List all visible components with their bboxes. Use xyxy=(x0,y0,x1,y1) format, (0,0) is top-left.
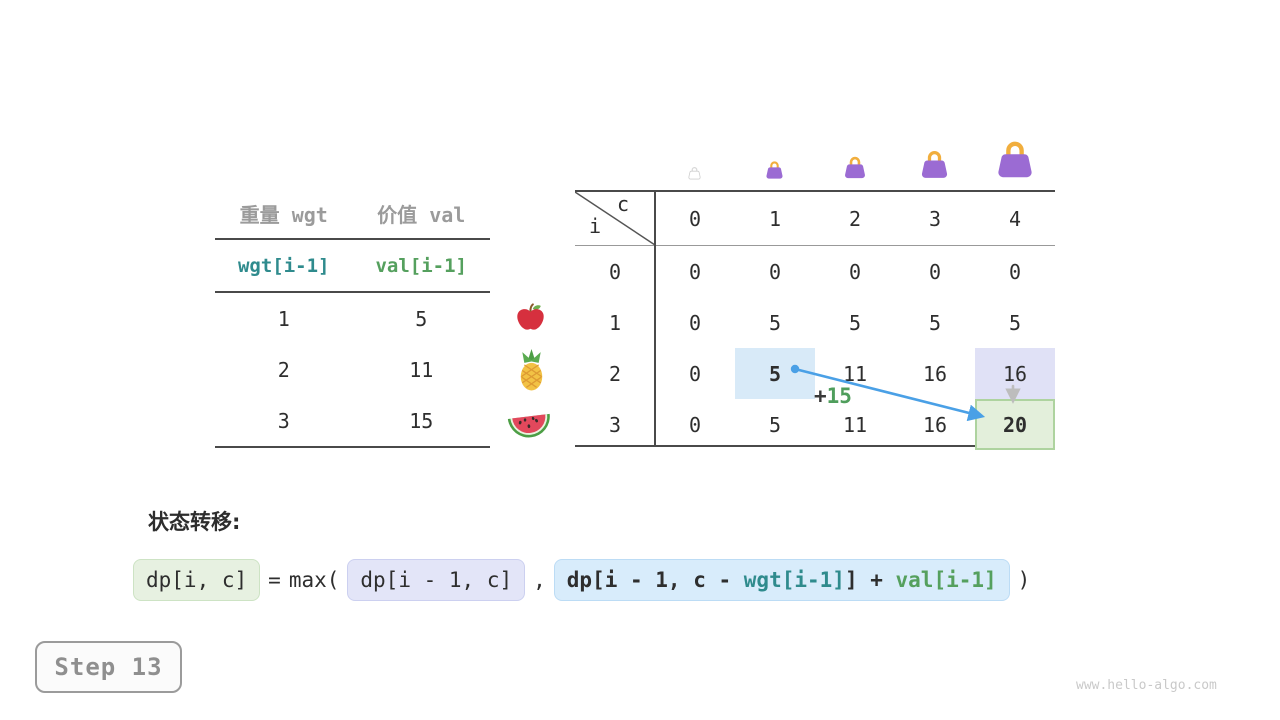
dp-cell-r3c4-result-highlight: 20 xyxy=(975,399,1055,450)
wgt-index-label: wgt[i-1] xyxy=(237,254,330,277)
dp-cell-r2c1-source-highlight: 5 xyxy=(735,348,815,399)
dp-rowhead-1: 1 xyxy=(608,310,622,335)
item-row-2: 2 11 xyxy=(215,344,490,395)
dp-cell-r2c3: 16 xyxy=(922,361,948,386)
bag-s-icon xyxy=(842,155,868,184)
watermelon-icon xyxy=(505,402,553,443)
dp-cell-r0c3: 0 xyxy=(928,259,942,284)
items-table-index-row: wgt[i-1] val[i-1] xyxy=(215,240,490,293)
item-row-1: 1 5 xyxy=(215,293,490,344)
corner-diagonal-line xyxy=(575,192,655,245)
apple-icon xyxy=(514,300,547,337)
dp-rowhead-3: 3 xyxy=(608,412,622,437)
plus-sign: + xyxy=(814,384,827,408)
close-paren: ) xyxy=(1017,568,1031,593)
dp-cell-r0c4: 0 xyxy=(1008,259,1022,284)
value-column-header: 价值 val xyxy=(377,202,466,227)
item-2-weight: 2 xyxy=(277,357,290,382)
items-table-header: 重量 wgt 价值 val xyxy=(215,188,490,240)
transition-formula: dp[i, c] = max( dp[i - 1, c] , dp[i - 1,… xyxy=(133,559,1031,602)
item-row-3: 3 15 xyxy=(215,395,490,446)
dp-cell-r2c4-compare-highlight: 16 xyxy=(975,348,1055,399)
watermark: www.hello-algo.com xyxy=(1076,678,1217,693)
arg2-wgt-term: wgt[i-1] xyxy=(743,568,845,592)
weight-column-header: 重量 wgt xyxy=(239,202,328,227)
dp-colhead-2: 2 xyxy=(848,206,862,231)
corner-row-var: i xyxy=(589,214,602,238)
dp-colhead-1: 1 xyxy=(768,206,782,231)
dp-cell-r0c2: 0 xyxy=(848,259,862,284)
bag-l-icon xyxy=(993,139,1037,184)
corner-col-var: c xyxy=(617,192,630,216)
arg2-prefix: dp[i - 1, c - xyxy=(566,568,744,592)
bag-m-icon xyxy=(918,149,951,184)
item-2-value: 11 xyxy=(409,357,434,382)
arg2-val-term: val[i-1] xyxy=(895,568,997,592)
item-1-value: 5 xyxy=(415,306,428,331)
formula-lhs: dp[i, c] xyxy=(133,559,261,602)
dp-cell-r3c1: 5 xyxy=(768,412,782,437)
formula-arg1: dp[i - 1, c] xyxy=(347,559,526,602)
dp-cell-r2c0: 0 xyxy=(688,361,702,386)
dp-colhead-0: 0 xyxy=(688,206,702,231)
arg2-middle: ] + xyxy=(844,568,896,592)
dp-cell-r1c4: 5 xyxy=(1008,310,1022,335)
plus-value-annotation: +15 xyxy=(814,384,852,408)
dp-cell-r3c3: 16 xyxy=(922,412,948,437)
items-table: 重量 wgt 价值 val wgt[i-1] val[i-1] 1 5 2 11… xyxy=(215,188,490,448)
dp-rowhead-0: 0 xyxy=(608,259,622,284)
val-index-label: val[i-1] xyxy=(375,254,467,277)
comma: , xyxy=(533,568,546,593)
dp-colhead-4: 4 xyxy=(1008,206,1022,231)
added-value: 15 xyxy=(826,384,852,408)
step-label: Step 13 xyxy=(54,653,163,681)
item-3-value: 15 xyxy=(409,408,434,433)
bag-xs-icon xyxy=(764,160,785,184)
dp-header-separator xyxy=(575,245,1055,246)
dp-cell-r1c2: 5 xyxy=(848,310,862,335)
item-1-weight: 1 xyxy=(277,306,290,331)
dp-cell-r0c1: 0 xyxy=(768,259,782,284)
equals-sign: = xyxy=(268,568,281,593)
step-badge: Step 13 xyxy=(35,641,182,693)
dp-table: c i 0 1 2 3 4 0 1 2 3 0 0 0 0 0 0 5 5 5 … xyxy=(575,190,1055,450)
dp-cell-r1c3: 5 xyxy=(928,310,942,335)
max-open: max( xyxy=(288,568,340,593)
dp-cell-r0c0: 0 xyxy=(688,259,702,284)
dp-cell-r1c1: 5 xyxy=(768,310,782,335)
formula-arg2: dp[i - 1, c - wgt[i-1]] + val[i-1] xyxy=(553,559,1010,602)
dp-rowhead-2: 2 xyxy=(608,361,622,386)
dp-cell-r3c0: 0 xyxy=(688,412,702,437)
dp-cell-r1c0: 0 xyxy=(688,310,702,335)
dp-vertical-divider xyxy=(654,192,656,445)
transition-label: 状态转移: xyxy=(148,510,241,534)
item-3-weight: 3 xyxy=(277,408,290,433)
pineapple-icon xyxy=(513,348,550,397)
dp-colhead-3: 3 xyxy=(928,206,942,231)
ghost-bag-icon xyxy=(687,165,702,184)
